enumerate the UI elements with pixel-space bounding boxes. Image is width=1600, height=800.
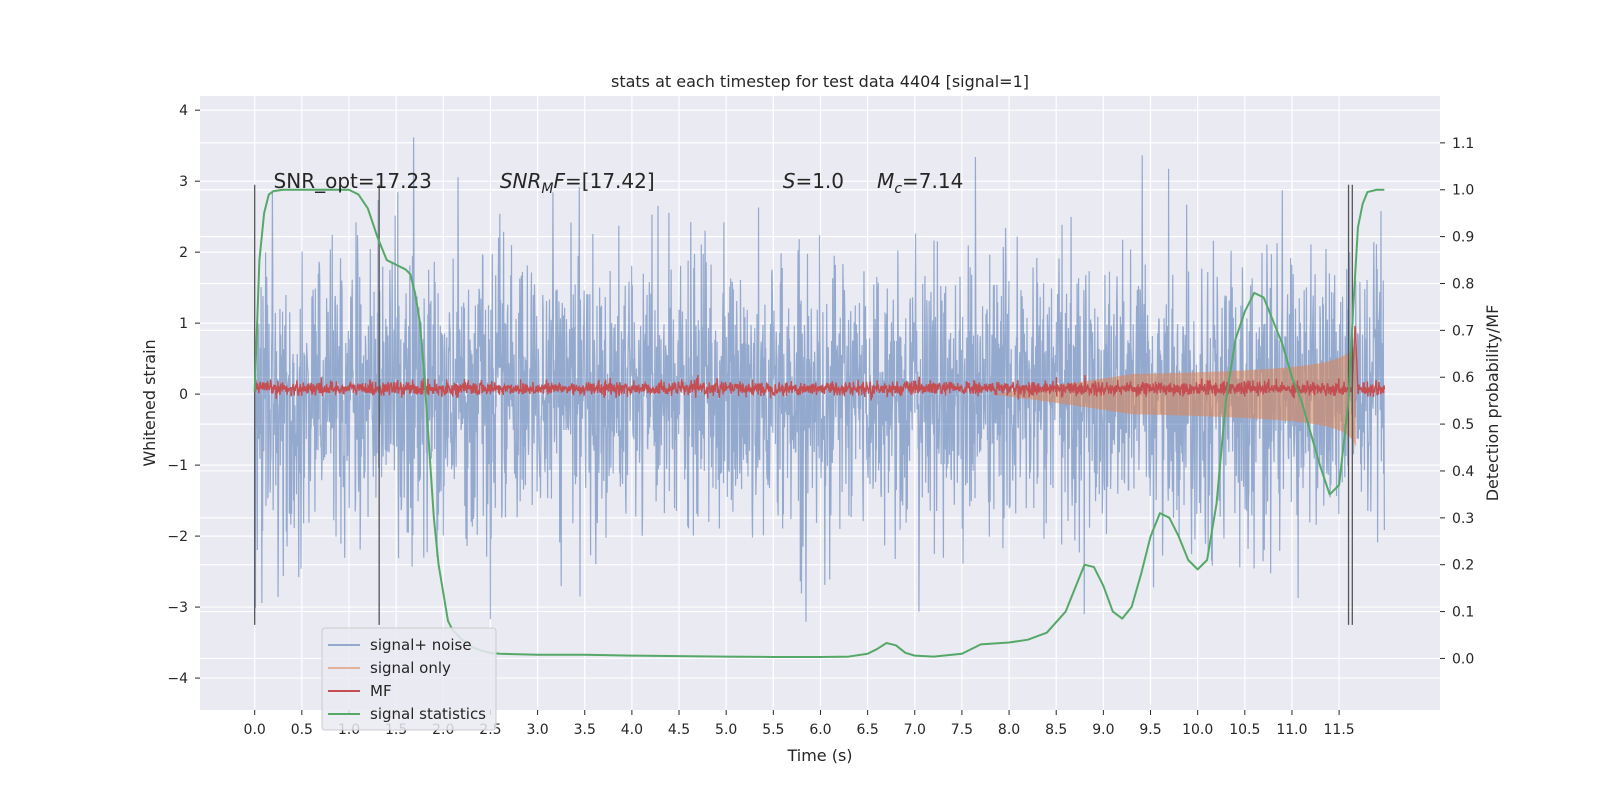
x-tick-label: 9.0 — [1092, 722, 1114, 738]
legend-label-3: signal statistics — [370, 705, 486, 723]
y-axis-label: Whitened strain — [140, 339, 159, 466]
annotation-mc-value: Mc=7.14 — [877, 169, 963, 197]
x-tick-label: 3.5 — [574, 722, 596, 738]
legend-label-0: signal+ noise — [370, 636, 472, 654]
x-axis-label: Time (s) — [786, 746, 852, 765]
y2-tick-label: 0.9 — [1452, 230, 1474, 246]
y2-tick-label: 1.0 — [1452, 183, 1474, 199]
x-tick-label: 5.0 — [715, 722, 737, 738]
legend-box — [321, 627, 497, 731]
annotations: SNR_opt=17.23 SNRMF=[17.42] S=1.0 Mc=7.14 — [274, 169, 964, 197]
signal-statistics-line — [253, 188, 1385, 659]
annotation-snr-mf: SNRMF=[17.42] — [500, 169, 655, 197]
y2-tick-label: 0.8 — [1452, 276, 1474, 292]
legend: signal+ noise signal only MF signal statist… — [321, 627, 497, 731]
x-tick-label: 10.5 — [1229, 722, 1260, 738]
y2-tick-label: 0.3 — [1452, 511, 1474, 527]
y-tick-label: 1 — [179, 316, 188, 332]
x-tick-label: 4.5 — [668, 722, 690, 738]
x-tick-label: 6.0 — [809, 722, 831, 738]
mf-line — [254, 325, 1386, 401]
y2-axis-label: Detection probability/MF — [1483, 305, 1502, 502]
x-tick-label: 7.0 — [904, 722, 926, 738]
y2-tick-label: 0.1 — [1452, 605, 1474, 621]
chart-title: stats at each timestep for test data 440… — [611, 72, 1029, 91]
x-tick-label: 4.0 — [621, 722, 643, 738]
series-signal-statistics — [253, 188, 1385, 659]
annotation-snr-opt: SNR_opt=17.23 — [274, 169, 432, 193]
y-tick-label: −1 — [167, 458, 188, 474]
x-tick-label: 6.5 — [856, 722, 878, 738]
y-tick-label: 2 — [179, 245, 188, 261]
y2-tick-label: 1.1 — [1452, 136, 1474, 152]
y-axis-ticks: 4 3 2 1 0 −1 −2 −3 −4 — [167, 103, 200, 687]
x-tick-label: 0.0 — [244, 722, 266, 738]
y-tick-label: −2 — [167, 529, 188, 545]
y-tick-label: 3 — [179, 174, 188, 190]
y2-tick-label: 0.2 — [1452, 558, 1474, 574]
x-tick-label: 3.0 — [526, 722, 548, 738]
legend-label-1: signal only — [370, 659, 451, 677]
y-tick-label: −4 — [167, 671, 188, 687]
annotation-s-value: S=1.0 — [783, 169, 844, 193]
y-tick-label: 0 — [179, 387, 188, 403]
x-tick-label: 11.5 — [1324, 722, 1355, 738]
x-tick-label: 10.0 — [1182, 722, 1213, 738]
x-tick-label: 8.5 — [1045, 722, 1067, 738]
x-tick-label: 8.0 — [998, 722, 1020, 738]
y2-axis-ticks: 1.1 1.0 0.9 0.8 0.7 0.6 0.5 0.4 0.3 0.2 0.1 0.0 — [1440, 136, 1474, 667]
y2-tick-label: 0.4 — [1452, 464, 1474, 480]
series-mf — [254, 325, 1386, 401]
legend-label-2: MF — [370, 682, 392, 700]
y-tick-label: −3 — [167, 600, 188, 616]
y2-tick-label: 0.6 — [1452, 370, 1474, 386]
x-tick-label: 5.5 — [762, 722, 784, 738]
x-tick-label: 7.5 — [951, 722, 973, 738]
y2-tick-label: 0.5 — [1452, 417, 1474, 433]
x-tick-label: 0.5 — [291, 722, 313, 738]
vertical-markers — [254, 184, 1353, 625]
y-tick-label: 4 — [179, 103, 188, 119]
x-tick-label: 9.5 — [1139, 722, 1161, 738]
x-tick-label: 11.0 — [1276, 722, 1307, 738]
y2-tick-label: 0.7 — [1452, 323, 1474, 339]
y2-tick-label: 0.0 — [1452, 651, 1474, 667]
